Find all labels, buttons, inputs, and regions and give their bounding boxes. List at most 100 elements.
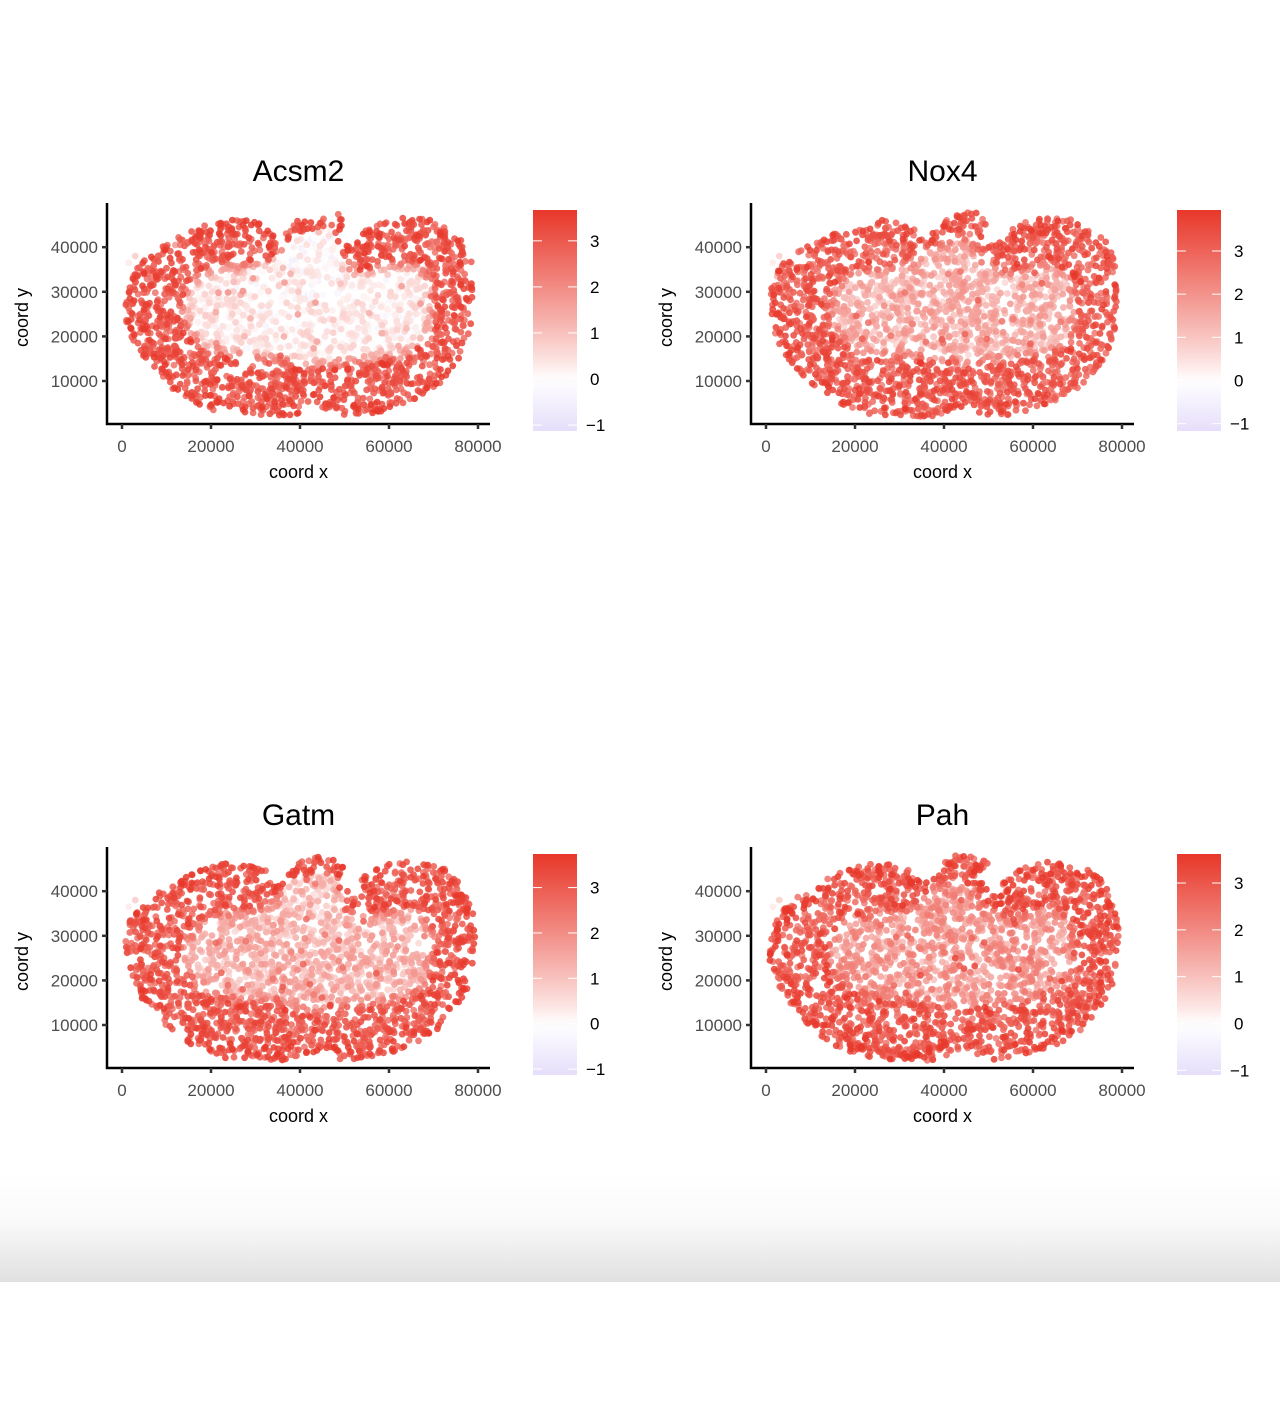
scatter-point bbox=[984, 388, 991, 395]
scatter-point bbox=[314, 338, 321, 345]
scatter-point bbox=[965, 298, 972, 305]
scatter-point bbox=[913, 278, 920, 285]
scatter-point bbox=[324, 274, 331, 281]
scatter-point bbox=[360, 231, 367, 238]
scatter-point bbox=[396, 306, 403, 313]
scatter-point bbox=[880, 313, 887, 320]
scatter-point bbox=[863, 250, 870, 257]
scatter-point bbox=[294, 304, 301, 311]
scatter-point bbox=[344, 247, 351, 254]
scatter-point bbox=[828, 246, 835, 253]
scatter-point bbox=[327, 344, 334, 351]
scatter-point bbox=[285, 233, 292, 240]
scatter-point bbox=[790, 289, 797, 296]
scatter-point bbox=[434, 302, 441, 309]
scatter-point bbox=[982, 379, 989, 386]
scatter-point bbox=[188, 339, 195, 346]
scatter-point bbox=[393, 400, 400, 407]
scatter-point bbox=[1010, 316, 1017, 323]
scatter-point bbox=[1015, 339, 1022, 346]
scatter-point bbox=[240, 312, 247, 319]
scatter-point bbox=[827, 256, 834, 263]
scatter-point bbox=[448, 278, 455, 285]
scatter-point bbox=[769, 259, 776, 266]
scatter-point bbox=[947, 289, 954, 296]
scatter-point bbox=[841, 344, 848, 351]
scatter-point bbox=[303, 241, 310, 248]
scatter-point bbox=[193, 378, 200, 385]
scatter-point bbox=[369, 256, 376, 263]
scatter-point bbox=[266, 243, 273, 250]
scatter-point bbox=[236, 350, 243, 357]
scatter-point bbox=[378, 304, 385, 311]
y-tick-label: 30000 bbox=[51, 283, 98, 302]
scatter-point bbox=[331, 338, 338, 345]
scatter-point bbox=[412, 305, 419, 312]
scatter-point bbox=[276, 271, 283, 278]
scatter-point bbox=[438, 339, 445, 346]
scatter-point bbox=[1076, 333, 1083, 340]
scatter-point bbox=[222, 355, 229, 362]
scatter-point bbox=[945, 271, 952, 278]
scatter-point bbox=[304, 256, 311, 263]
scatter-point bbox=[321, 317, 328, 324]
scatter-point bbox=[254, 353, 261, 360]
scatter-point bbox=[313, 293, 320, 300]
scatter-point bbox=[904, 305, 911, 312]
scatter-point bbox=[804, 341, 811, 348]
scatter-point bbox=[201, 379, 208, 386]
scatter-point bbox=[180, 330, 187, 337]
scatter-point bbox=[322, 265, 329, 272]
scatter-point bbox=[410, 255, 417, 262]
scatter-point bbox=[380, 405, 387, 412]
scatter-point bbox=[196, 246, 203, 253]
scatter-point bbox=[876, 294, 883, 301]
scatter-point bbox=[219, 259, 226, 266]
scatter-point bbox=[459, 249, 466, 256]
scatter-point bbox=[983, 336, 990, 343]
scatter-point bbox=[806, 367, 813, 374]
scatter-point bbox=[993, 298, 1000, 305]
scatter-point bbox=[981, 313, 988, 320]
scatter-point bbox=[123, 301, 130, 308]
scatter-point bbox=[405, 289, 412, 296]
scatter-point bbox=[232, 303, 239, 310]
scatter-point bbox=[1058, 333, 1065, 340]
scatter-point bbox=[976, 409, 983, 416]
scatter-point bbox=[1035, 360, 1042, 367]
scatter-point bbox=[214, 376, 221, 383]
scatter-point bbox=[378, 252, 385, 259]
scatter-point bbox=[1049, 294, 1056, 301]
scatter-point bbox=[334, 403, 341, 410]
scatter-point bbox=[1028, 317, 1035, 324]
scatter-point bbox=[876, 331, 883, 338]
scatter-point bbox=[235, 400, 242, 407]
scatter-point bbox=[279, 410, 286, 417]
scatter-point bbox=[1001, 307, 1008, 314]
scatter-point bbox=[206, 238, 213, 245]
scatter-point bbox=[139, 282, 146, 289]
scatter-point bbox=[442, 345, 449, 352]
scatter-point bbox=[397, 276, 404, 283]
scatter-point bbox=[978, 337, 985, 344]
scatter-point bbox=[294, 237, 301, 244]
scatter-point bbox=[196, 228, 203, 235]
scatter-point bbox=[378, 330, 385, 337]
scatter-point bbox=[344, 376, 351, 383]
scatter-point bbox=[155, 258, 162, 265]
scatter-point bbox=[267, 328, 274, 335]
scatter-point bbox=[1020, 293, 1027, 300]
scatter-point bbox=[129, 310, 136, 317]
scatter-point bbox=[868, 348, 875, 355]
y-tick-label: 40000 bbox=[51, 238, 98, 257]
scatter-point bbox=[400, 400, 407, 407]
scatter-point bbox=[240, 288, 247, 295]
scatter-point bbox=[939, 329, 946, 336]
scatter-point bbox=[464, 310, 471, 317]
scatter-point bbox=[408, 278, 415, 285]
scatter-point bbox=[870, 292, 877, 299]
scatter-point bbox=[288, 287, 295, 294]
scatter-point bbox=[424, 384, 431, 391]
scatter-point bbox=[172, 335, 179, 342]
